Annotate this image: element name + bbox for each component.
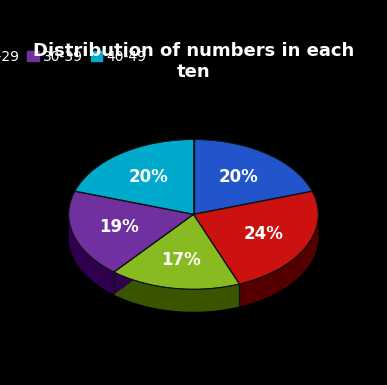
Text: Distribution of numbers in each
ten: Distribution of numbers in each ten bbox=[33, 42, 354, 81]
Text: 19%: 19% bbox=[99, 218, 139, 236]
Ellipse shape bbox=[68, 162, 319, 312]
Text: 20%: 20% bbox=[128, 168, 168, 186]
Polygon shape bbox=[68, 191, 194, 272]
Polygon shape bbox=[75, 139, 194, 214]
Polygon shape bbox=[194, 191, 319, 284]
Text: 24%: 24% bbox=[243, 225, 283, 243]
Polygon shape bbox=[114, 214, 194, 295]
Polygon shape bbox=[240, 215, 319, 306]
Polygon shape bbox=[194, 139, 312, 214]
Text: 17%: 17% bbox=[161, 251, 201, 269]
Polygon shape bbox=[68, 214, 114, 295]
Polygon shape bbox=[114, 214, 194, 295]
Polygon shape bbox=[114, 214, 240, 289]
Polygon shape bbox=[194, 214, 240, 306]
Text: 20%: 20% bbox=[219, 168, 259, 186]
Polygon shape bbox=[114, 272, 240, 312]
Legend: 1-9, 10-19, 20-29, 30-39, 40-49: 1-9, 10-19, 20-29, 30-39, 40-49 bbox=[0, 50, 146, 64]
Polygon shape bbox=[194, 214, 240, 306]
